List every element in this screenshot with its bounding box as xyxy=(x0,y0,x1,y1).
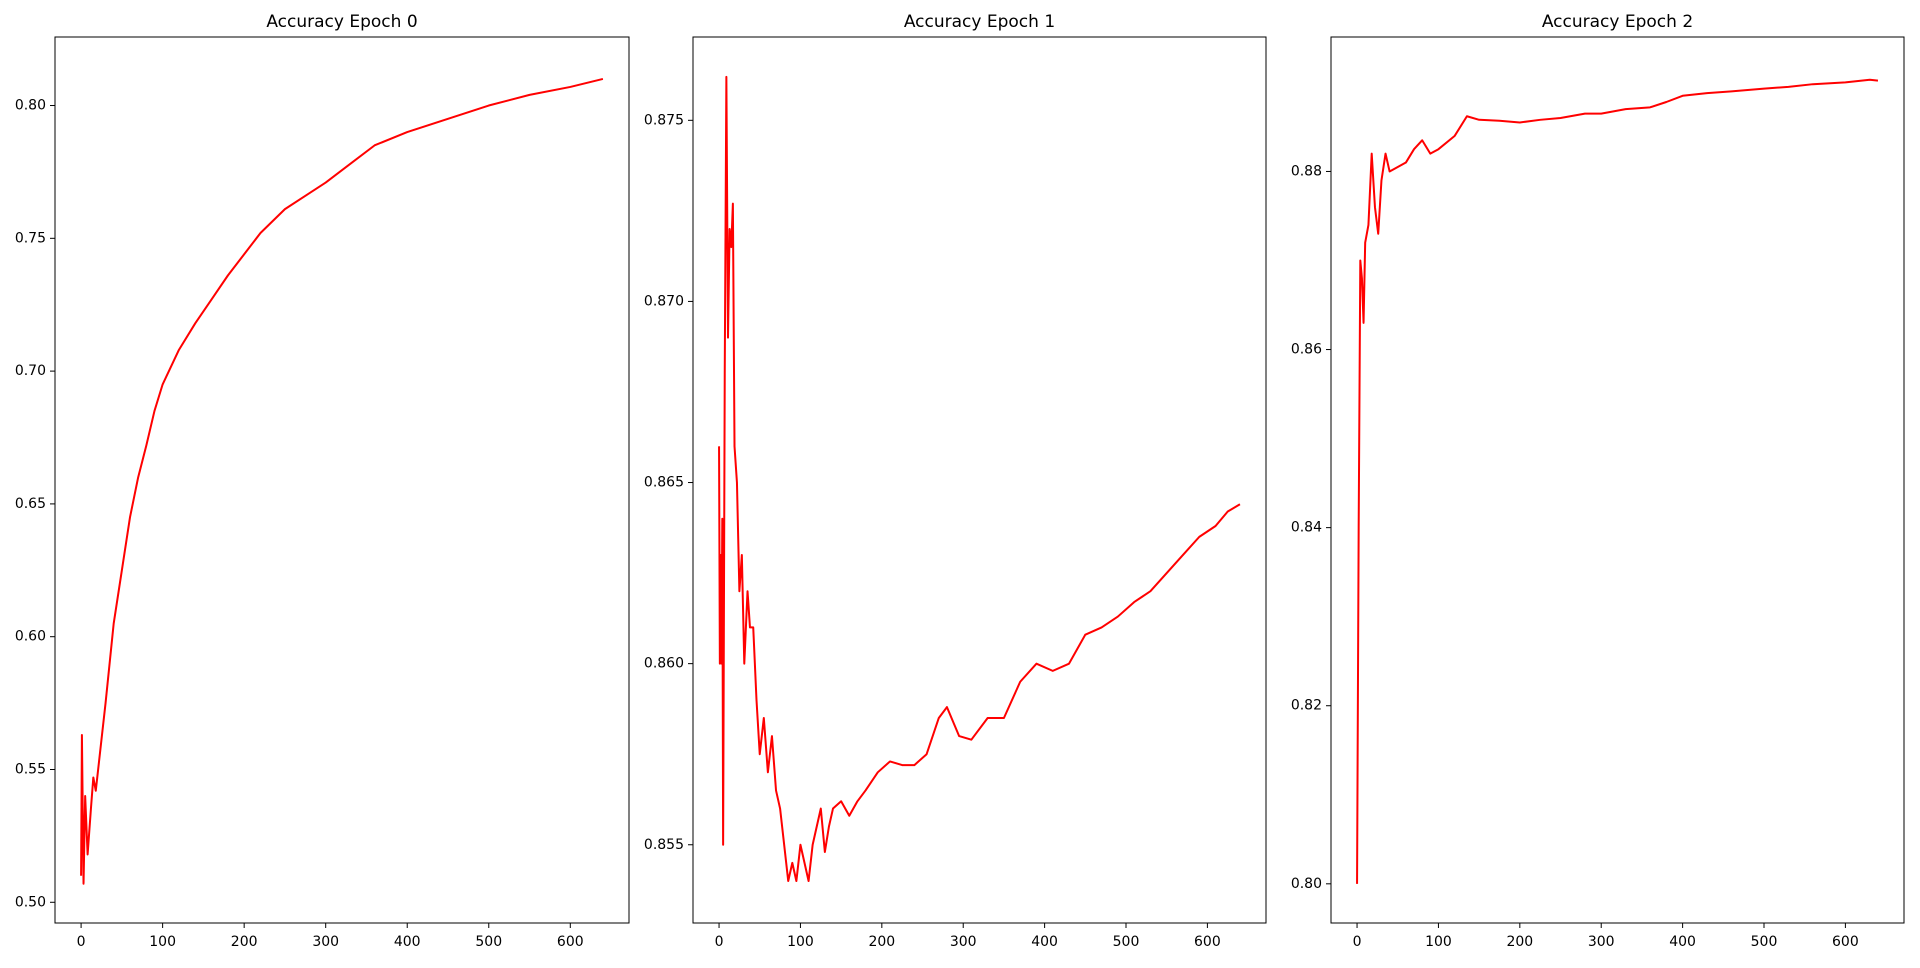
x-tick-label: 300 xyxy=(950,934,977,950)
chart-title: Accuracy Epoch 0 xyxy=(266,12,417,32)
y-tick-label: 0.75 xyxy=(15,230,46,246)
y-tick-label: 0.60 xyxy=(15,629,46,645)
axes-frame xyxy=(1330,36,1905,924)
x-tick-label: 500 xyxy=(1113,934,1140,950)
x-tick-label: 600 xyxy=(1194,934,1221,950)
y-tick-label: 0.70 xyxy=(15,363,46,379)
data-line xyxy=(80,77,604,885)
y-tick-label: 0.80 xyxy=(1291,876,1322,892)
y-tick-label: 0.860 xyxy=(644,656,684,672)
x-tick-label: 0 xyxy=(1353,934,1362,950)
y-tick-label: 0.865 xyxy=(644,475,684,491)
y-tick-label: 0.86 xyxy=(1291,342,1322,358)
axes-frame xyxy=(692,36,1267,924)
x-tick-label: 0 xyxy=(715,934,724,950)
y-tick-label: 0.855 xyxy=(644,837,684,853)
x-tick-label: 600 xyxy=(1832,934,1859,950)
y-tick-label: 0.55 xyxy=(15,761,46,777)
y-tick-label: 0.65 xyxy=(15,496,46,512)
x-tick-label: 400 xyxy=(1031,934,1058,950)
x-tick-label: 200 xyxy=(231,934,258,950)
x-tick-label: 600 xyxy=(557,934,584,950)
y-tick-label: 0.50 xyxy=(15,894,46,910)
x-tick-label: 300 xyxy=(1588,934,1615,950)
x-tick-label: 100 xyxy=(1425,934,1452,950)
data-line xyxy=(718,75,1241,882)
x-tick-label: 200 xyxy=(1506,934,1533,950)
x-tick-label: 400 xyxy=(1669,934,1696,950)
x-tick-label: 100 xyxy=(149,934,176,950)
y-tick-label: 0.88 xyxy=(1291,163,1322,179)
y-tick-label: 0.870 xyxy=(644,293,684,309)
chart-title: Accuracy Epoch 1 xyxy=(904,12,1055,32)
y-tick-label: 0.875 xyxy=(644,112,684,128)
y-tick-label: 0.84 xyxy=(1291,520,1322,536)
x-tick-label: 400 xyxy=(394,934,421,950)
axes-frame xyxy=(54,36,630,924)
x-tick-label: 500 xyxy=(475,934,502,950)
data-line xyxy=(1356,78,1879,884)
x-tick-label: 300 xyxy=(312,934,339,950)
x-tick-label: 0 xyxy=(77,934,86,950)
x-tick-label: 200 xyxy=(868,934,895,950)
x-tick-label: 500 xyxy=(1751,934,1778,950)
x-tick-label: 100 xyxy=(787,934,814,950)
y-tick-label: 0.80 xyxy=(15,98,46,114)
chart-title: Accuracy Epoch 2 xyxy=(1542,12,1693,32)
y-tick-label: 0.82 xyxy=(1291,698,1322,714)
